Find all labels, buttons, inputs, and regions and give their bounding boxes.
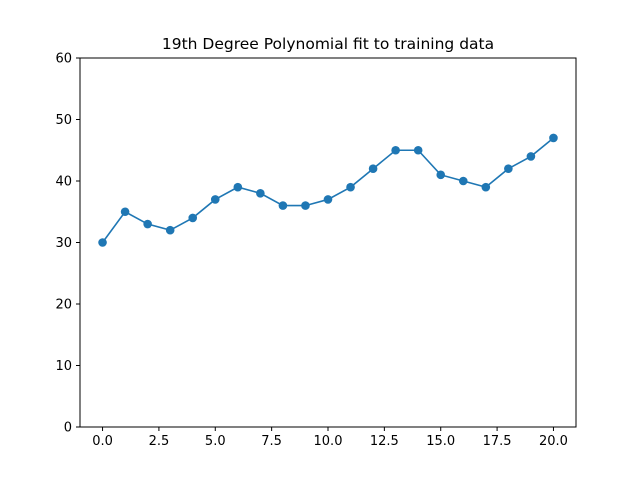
y-tick-label: 10 bbox=[55, 359, 72, 374]
data-point bbox=[481, 182, 491, 192]
data-point bbox=[143, 219, 152, 229]
y-tick-label: 40 bbox=[55, 175, 72, 190]
y-tick-label: 50 bbox=[55, 113, 72, 128]
data-point bbox=[413, 145, 423, 155]
data-point bbox=[458, 176, 468, 186]
data-point bbox=[188, 213, 198, 223]
data-point bbox=[436, 170, 446, 180]
data-point bbox=[98, 238, 107, 247]
series-group bbox=[98, 133, 558, 247]
x-tick-label: 7.5 bbox=[261, 434, 282, 449]
y-tick-label: 20 bbox=[55, 298, 72, 313]
data-point bbox=[504, 164, 513, 173]
data-point bbox=[391, 145, 400, 155]
x-tick-label: 12.5 bbox=[370, 434, 399, 449]
x-tick-label: 10.0 bbox=[314, 434, 343, 449]
y-axis: 0 10 20 30 40 50 60 bbox=[55, 52, 80, 436]
data-point bbox=[346, 182, 355, 192]
data-point bbox=[210, 195, 220, 204]
chart-title: 19th Degree Polynomial fit to training d… bbox=[162, 35, 494, 53]
y-tick-label: 30 bbox=[55, 236, 72, 251]
x-tick-label: 20.0 bbox=[539, 434, 568, 449]
data-point bbox=[120, 207, 130, 217]
plot-area-frame bbox=[79, 57, 577, 428]
data-point bbox=[323, 195, 333, 204]
data-point bbox=[301, 201, 310, 210]
x-tick-label: 2.5 bbox=[149, 434, 170, 449]
y-tick-label: 0 bbox=[64, 421, 72, 436]
data-point bbox=[256, 189, 265, 198]
x-tick-label: 17.5 bbox=[483, 434, 512, 449]
x-tick-label: 5.0 bbox=[205, 434, 226, 449]
data-point bbox=[368, 164, 378, 173]
y-tick-label: 60 bbox=[55, 52, 72, 67]
x-axis: 0.0 2.5 5.0 7.5 10.0 12.5 15.0 17.5 20.0 bbox=[92, 427, 568, 449]
data-point bbox=[549, 133, 558, 143]
data-point bbox=[278, 201, 288, 210]
x-tick-label: 15.0 bbox=[426, 434, 455, 449]
data-point bbox=[526, 152, 536, 161]
data-point bbox=[165, 225, 175, 235]
data-point bbox=[233, 182, 243, 192]
x-tick-label: 0.0 bbox=[92, 434, 113, 449]
